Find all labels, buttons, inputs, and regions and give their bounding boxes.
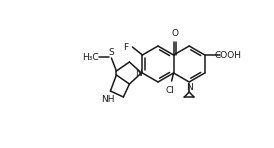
Text: H₃C: H₃C bbox=[82, 53, 99, 62]
Text: F: F bbox=[123, 42, 129, 52]
Text: COOH: COOH bbox=[214, 50, 241, 59]
Text: N: N bbox=[186, 83, 193, 92]
Text: N: N bbox=[135, 69, 141, 78]
Text: S: S bbox=[109, 48, 114, 57]
Text: O: O bbox=[171, 29, 178, 38]
Text: Cl: Cl bbox=[165, 86, 174, 95]
Text: NH: NH bbox=[101, 95, 114, 104]
